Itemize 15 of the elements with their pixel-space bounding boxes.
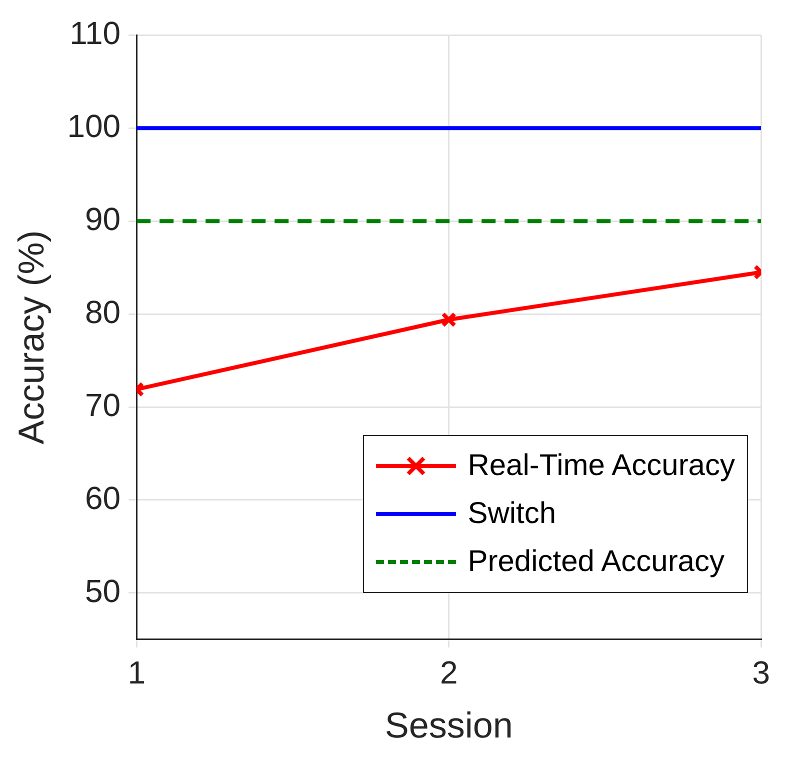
x-tick-label: 3 xyxy=(752,654,770,690)
y-tick-label: 80 xyxy=(84,294,121,330)
legend-label: Switch xyxy=(468,497,556,531)
y-axis-title: Accuracy (%) xyxy=(10,230,52,444)
y-tick-label: 110 xyxy=(70,15,121,52)
y-tick-label: 70 xyxy=(84,386,121,423)
y-tick-label: 90 xyxy=(84,200,121,237)
x-tick-label: 1 xyxy=(128,654,146,690)
y-tick-label: 50 xyxy=(84,572,121,609)
legend-label: Predicted Accuracy xyxy=(468,545,724,579)
x-tick-label: 2 xyxy=(440,654,458,690)
y-tick-label: 60 xyxy=(84,480,121,516)
y-tick-label: 100 xyxy=(67,108,121,144)
x-axis-title: Session xyxy=(384,704,513,746)
legend-label: Real-Time Accuracy xyxy=(468,449,735,483)
